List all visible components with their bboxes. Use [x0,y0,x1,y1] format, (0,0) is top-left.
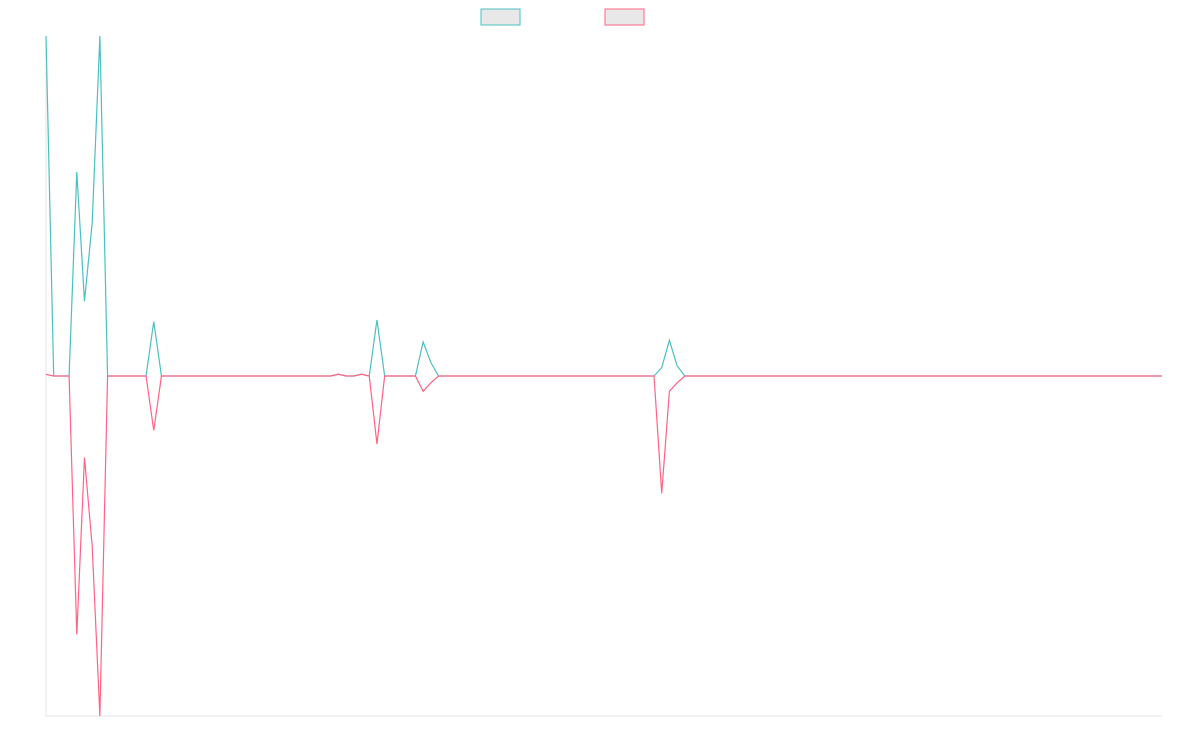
series-2 [45,373,1162,717]
axes [45,36,1162,717]
legend-swatch-2 [604,8,645,26]
series-layer [45,35,1162,717]
series-line-1 [45,35,1162,377]
series-1 [45,35,1162,377]
legend-swatch-1 [480,8,521,26]
legend [480,8,645,26]
series-line-2 [45,373,1162,717]
